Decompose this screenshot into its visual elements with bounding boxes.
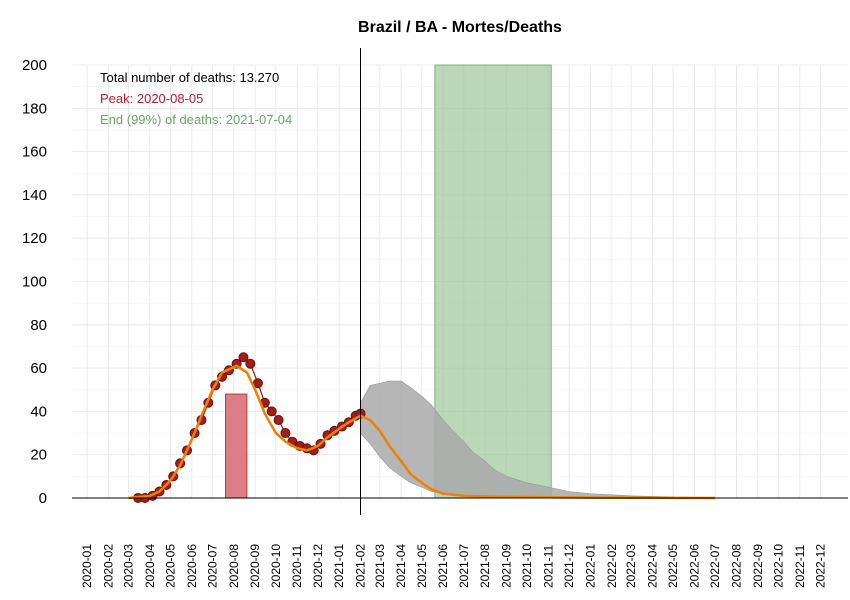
- x-tick-label: 2020-06: [185, 544, 199, 588]
- x-tick-label: 2022-02: [605, 544, 619, 588]
- y-tick-label: 100: [22, 274, 47, 291]
- x-tick-label: 2020-08: [227, 544, 241, 588]
- y-tick-label: 0: [39, 490, 47, 507]
- x-tick-label: 2021-01: [332, 544, 346, 588]
- fitted-curve-line: [128, 364, 716, 500]
- projection-envelope: [360, 380, 674, 499]
- x-tick-label: 2020-04: [143, 544, 157, 588]
- x-tick-label: 2020-07: [205, 544, 219, 588]
- y-tick-label: 20: [30, 447, 47, 464]
- x-tick-label: 2022-12: [813, 544, 827, 588]
- peak-band: [225, 393, 248, 499]
- x-tick-label: 2021-03: [373, 544, 387, 588]
- projection-envelope-layer: [360, 380, 674, 499]
- x-tick-label: 2021-09: [499, 544, 513, 588]
- x-tick-label: 2022-09: [751, 544, 765, 588]
- y-tick-label: 60: [30, 360, 47, 377]
- y-tick-label: 180: [22, 100, 47, 117]
- y-tick-label: 80: [30, 317, 47, 334]
- observed-death-point: [280, 428, 291, 439]
- observed-death-point: [273, 415, 284, 426]
- x-tick-label: 2022-10: [771, 544, 785, 588]
- y-tick-label: 140: [22, 187, 47, 204]
- x-tick-label: 2022-05: [666, 544, 680, 588]
- x-tick-label: 2022-07: [708, 544, 722, 588]
- x-tick-label: 2021-12: [562, 544, 576, 588]
- x-tick-label: 2021-08: [478, 544, 492, 588]
- x-tick-label: 2020-05: [163, 544, 177, 588]
- x-tick-label: 2020-11: [290, 545, 304, 588]
- end-99-band: [434, 64, 552, 499]
- band-layer: [225, 64, 552, 499]
- x-tick-label: 2020-12: [311, 544, 325, 588]
- x-tick-label: 2020-09: [248, 544, 262, 588]
- x-tick-label: 2021-11: [541, 545, 555, 588]
- x-tick-labels: 2020-01 2020-02 2020-03 2020-04 2020-05 2020-…: [80, 544, 827, 588]
- y-tick-label: 40: [30, 403, 47, 420]
- y-tick-label: 120: [22, 230, 47, 247]
- y-tick-label: 200: [22, 57, 47, 74]
- x-tick-label: 2021-10: [520, 544, 534, 588]
- x-tick-label: 2021-04: [394, 544, 408, 588]
- x-tick-label: 2022-08: [729, 544, 743, 588]
- x-tick-label: 2022-03: [624, 544, 638, 588]
- x-tick-label: 2021-06: [436, 544, 450, 588]
- axis-layer: [72, 48, 848, 515]
- x-tick-label: 2022-01: [583, 544, 597, 588]
- peak-annotation: Peak: 2020-08-05: [100, 91, 203, 106]
- observed-death-point: [238, 352, 249, 363]
- x-tick-label: 2020-02: [101, 544, 115, 588]
- x-tick-label: 2020-03: [121, 544, 135, 588]
- observed-death-point: [245, 358, 256, 369]
- y-tick-label: 160: [22, 144, 47, 161]
- observed-death-point: [266, 406, 277, 417]
- x-tick-label: 2020-01: [80, 544, 94, 588]
- x-tick-label: 2021-05: [415, 544, 429, 588]
- x-tick-label: 2022-04: [645, 544, 659, 588]
- x-tick-label: 2022-06: [687, 544, 701, 588]
- chart-title: Brazil / BA - Mortes/Deaths: [358, 19, 562, 36]
- x-tick-label: 2021-07: [457, 544, 471, 588]
- x-tick-label: 2020-10: [269, 544, 283, 588]
- total-deaths-annotation: Total number of deaths: 13.270: [100, 70, 279, 85]
- x-tick-label: 2021-02: [354, 544, 368, 588]
- y-tick-labels: 0 20 40 60 80 100 120 140 160 180 200: [22, 57, 47, 507]
- end-annotation: End (99%) of deaths: 2021-07-04: [100, 112, 292, 127]
- x-tick-label: 2022-11: [793, 545, 807, 588]
- fitted-curve-layer: [128, 364, 716, 500]
